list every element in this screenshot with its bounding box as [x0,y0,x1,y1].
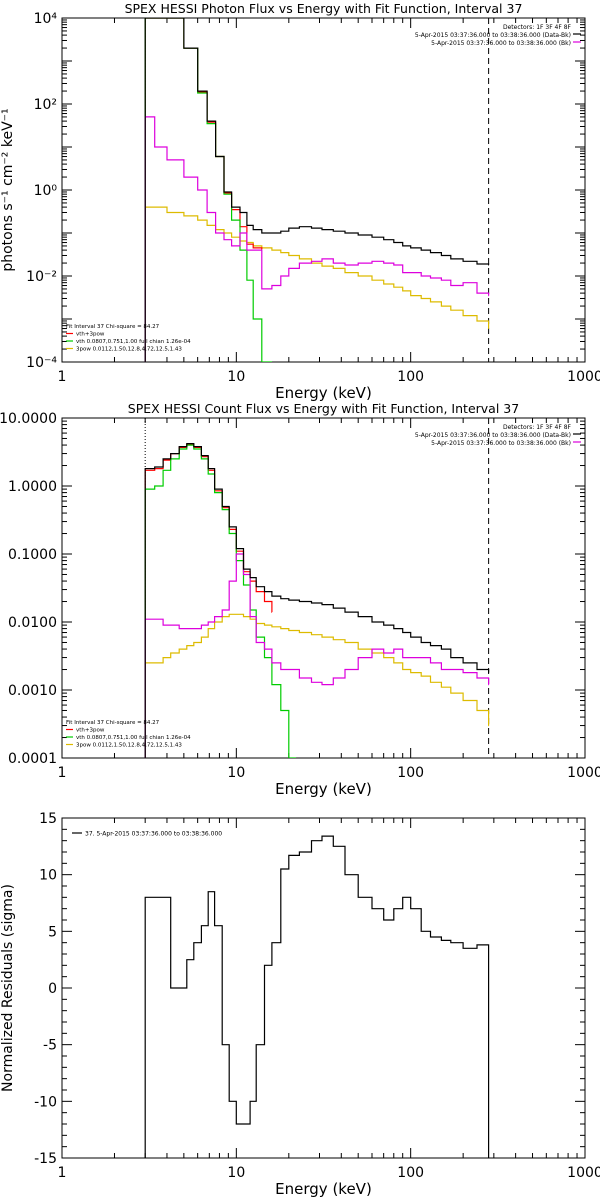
legend-entry: 5-Apr-2015 03:37:36.000 to 03:38:36.000 … [415,432,571,439]
x-axis-label: Energy (keV) [275,384,372,402]
plot-frame [61,417,586,759]
x-axis-label: Energy (keV) [275,1180,372,1198]
fit-legend-entry: 3pow 0.0112,1.50,12.8,4.72,12.5,1.43 [76,743,182,749]
series-line-1 [144,443,490,758]
fit-legend-header: Fit Interval 37 Chi-square = 84.27 [66,324,160,330]
chart-panel-3: 1 10 100 1000 Energy (keV) -15 -10 -5 0 5 10 15 Norm… [0,811,600,1198]
x-tick-label: 10 [227,369,245,385]
series-line-3 [144,444,297,758]
series-line-2 [144,116,490,362]
legend-entry: 5-Apr-2015 03:37:36.000 to 03:38:36.000 … [431,40,571,47]
y-tick-label: 5 [48,924,57,940]
x-axis-label: Energy (keV) [275,780,372,798]
legend-entry: 5-Apr-2015 03:37:36.000 to 03:38:36.000 … [431,440,571,447]
series-line-3 [144,18,272,362]
y-tick-label: 10⁻² [26,269,57,285]
y-tick-label: 10⁻⁴ [26,355,57,371]
legend-entry: Detectors: 1F 3F 4F 8F [503,424,572,431]
fit-legend-entry: vth+3pow [76,332,105,338]
series-line-5 [144,613,490,758]
y-tick-label: 0.1000 [8,547,57,563]
y-tick-label: -5 [43,1038,57,1054]
y-tick-label: 10⁴ [34,11,58,27]
chart-panel-1: 1 10 100 1000 Energy (keV) 10⁻⁴ 10⁻² 10⁰ 10² 10⁴ p… [0,1,600,402]
y-tick-label: 10.0000 [0,411,57,427]
y-tick-label: 0.0010 [8,683,57,699]
plot-frame [61,817,586,1159]
series-line-5 [144,206,490,362]
series-line-1 [144,18,490,362]
legend-entry: 5-Apr-2015 03:37:36.000 to 03:38:36.000 … [415,32,571,39]
x-tick-label: 1 [58,1165,67,1181]
y-tick-label: -15 [34,1151,57,1167]
y-tick-label: 15 [39,811,57,827]
chart-title: SPEX HESSI Photon Flux vs Energy with Fi… [125,1,523,16]
series-line-2 [144,553,490,758]
x-tick-label: 100 [397,369,424,385]
y-tick-label: 0 [48,981,57,997]
y-tick-label: 0.0001 [8,751,57,767]
y-axis-label: photons s⁻¹ cm⁻² keV⁻¹ [0,108,16,271]
fit-legend-entry: 3pow 0.0112,1.50,12.8,4.72,12.5,1.43 [76,347,182,353]
x-tick-label: 1000 [567,369,600,385]
y-tick-label: 10 [39,868,57,884]
y-tick-label: 1.0000 [8,479,57,495]
y-tick-label: -10 [34,1094,57,1110]
chart-panel-2: 1 10 100 1000 Energy (keV) 0.0001 0.0010 0.0100… [0,401,600,798]
series-line-4 [144,443,273,758]
legend-entry: Detectors: 1F 3F 4F 8F [503,24,572,31]
y-tick-label: 0.0100 [8,615,57,631]
fit-legend-header: Fit Interval 37 Chi-square = 84.27 [66,720,160,726]
chart-title: SPEX HESSI Count Flux vs Energy with Fit… [128,401,519,416]
x-tick-label: 100 [397,765,424,781]
series-line-1 [144,835,490,1158]
x-tick-label: 1 [58,765,67,781]
plot-frame [61,17,586,363]
x-tick-label: 1 [58,369,67,385]
x-tick-label: 1000 [567,1165,600,1181]
x-tick-label: 10 [227,1165,245,1181]
fit-legend-entry: vth 0.0807,0.751,1.00 full chian 1.26e-0… [76,735,191,741]
legend-entry: 37. 5-Apr-2015 03:37:36.000 to 03:38:36.… [85,831,222,838]
fit-legend-entry: vth+3pow [76,728,105,734]
y-tick-label: 10⁰ [34,183,58,199]
y-tick-label: 10² [34,97,57,113]
x-tick-label: 100 [397,1165,424,1181]
y-axis-label: Normalized Residuals (sigma) [0,884,16,1092]
x-tick-label: 1000 [567,765,600,781]
x-tick-label: 10 [227,765,245,781]
fit-legend-entry: vth 0.0807,0.751,1.00 full chian 1.26e-0… [76,339,191,345]
